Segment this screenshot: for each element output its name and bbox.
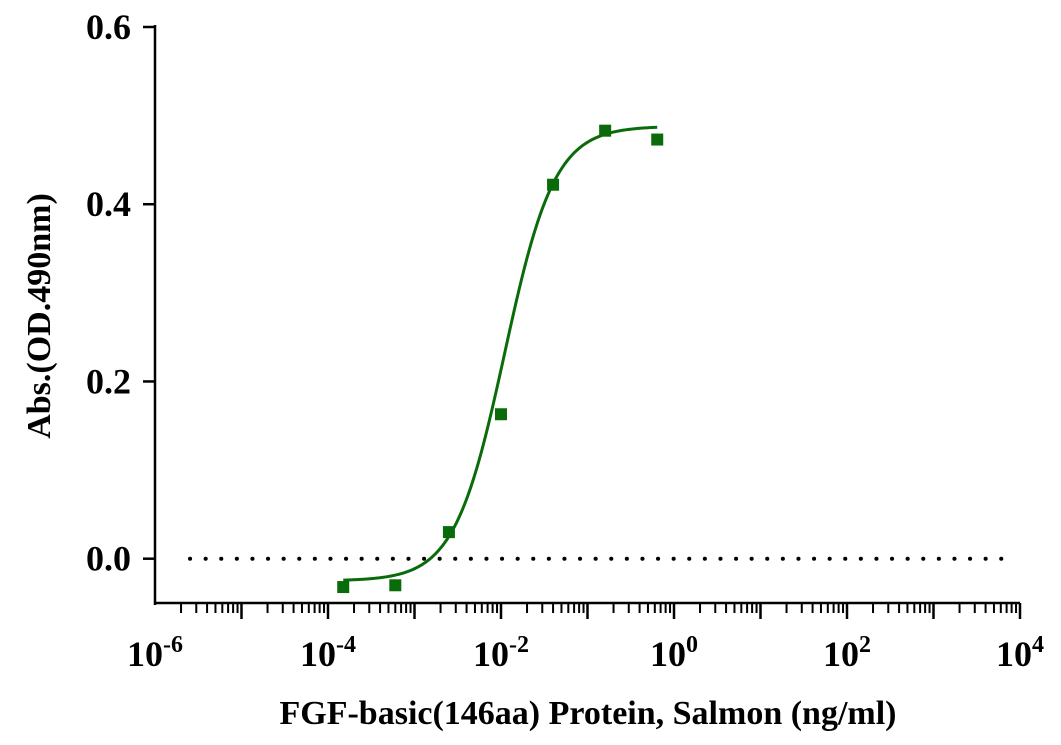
x-tick-labels: 10-6 10-4 10-2 100 102 104 <box>127 632 1044 674</box>
data-point <box>442 526 455 539</box>
x-axis-title: FGF-basic(146aa) Protein, Salmon (ng/ml) <box>280 695 897 732</box>
data-points <box>337 124 664 594</box>
data-point <box>547 178 560 191</box>
axes <box>143 25 1022 619</box>
y-tick-label: 0.4 <box>86 184 131 224</box>
y-tick-labels: 0.0 0.2 0.4 0.6 <box>86 7 131 579</box>
x-tick-label: 10-2 <box>473 632 529 674</box>
x-tick-label: 10-4 <box>300 632 356 674</box>
y-tick-label: 0.0 <box>86 539 131 579</box>
data-point <box>337 581 350 594</box>
data-point <box>495 408 507 421</box>
data-point <box>651 133 664 146</box>
y-tick-label: 0.2 <box>86 361 131 401</box>
x-tick-label: 102 <box>823 632 871 674</box>
data-point <box>599 124 612 137</box>
y-axis-title: Abs.(OD.490nm) <box>21 193 58 439</box>
x-tick-label: 100 <box>650 632 698 674</box>
x-tick-label: 104 <box>996 632 1044 674</box>
y-tick-label: 0.6 <box>86 7 131 47</box>
x-tick-label: 10-6 <box>127 632 183 674</box>
data-point <box>389 579 402 592</box>
fit-curve <box>343 125 658 582</box>
